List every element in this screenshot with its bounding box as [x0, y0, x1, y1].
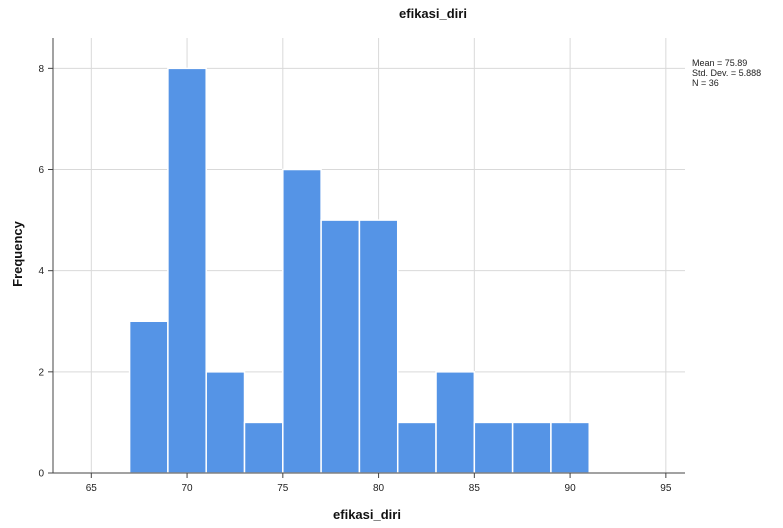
y-tick-label-6: 6	[38, 165, 44, 176]
stats-n: N = 36	[692, 78, 719, 88]
histogram-bar-1	[128, 320, 169, 474]
histogram-bar-5	[282, 168, 322, 474]
tick-labels: 65 70 75 80 85 90 95 0 2 4 6 8	[38, 64, 671, 494]
stats-legend: Mean = 75.89 Std. Dev. = 5.888 N = 36	[692, 58, 761, 88]
histogram-bars	[128, 67, 590, 474]
chart-title: efikasi_diri	[399, 6, 467, 21]
histogram-bar-2	[167, 67, 207, 474]
histogram-bar-7	[358, 219, 399, 474]
histogram-bar-9	[435, 371, 476, 474]
histogram-bar-6	[320, 219, 361, 474]
histogram-bar-10	[473, 421, 514, 474]
histogram-bar-8	[396, 421, 437, 474]
histogram-bar-11	[511, 421, 552, 474]
x-tick-label-95: 95	[660, 483, 672, 494]
x-tick-label-85: 85	[469, 483, 481, 494]
stats-mean: Mean = 75.89	[692, 58, 747, 68]
y-tick-label-0: 0	[38, 469, 44, 480]
y-tick-label-4: 4	[38, 266, 44, 277]
x-tick-label-65: 65	[86, 483, 98, 494]
histogram-bar-4	[243, 421, 284, 474]
x-tick-label-80: 80	[373, 483, 385, 494]
x-tick-label-75: 75	[277, 483, 289, 494]
stats-std-dev: Std. Dev. = 5.888	[692, 68, 761, 78]
x-axis-title: efikasi_diri	[333, 507, 401, 522]
y-tick-label-2: 2	[38, 367, 44, 378]
histogram-bar-3	[205, 371, 246, 474]
axes	[48, 38, 685, 478]
y-tick-label-8: 8	[38, 64, 44, 75]
histogram-bar-12	[550, 421, 590, 474]
x-tick-label-70: 70	[181, 483, 193, 494]
y-axis-title: Frequency	[10, 220, 25, 287]
x-tick-label-90: 90	[565, 483, 577, 494]
